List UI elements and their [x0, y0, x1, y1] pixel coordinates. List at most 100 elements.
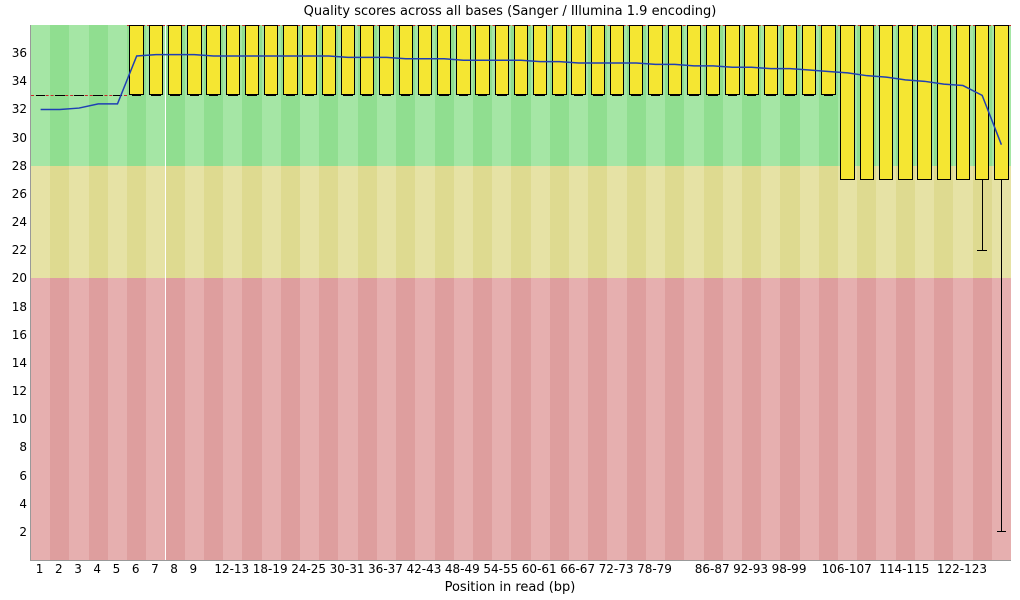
quality-box: [302, 25, 316, 95]
background-stripe: [185, 278, 204, 560]
background-stripe: [627, 278, 646, 560]
quality-box: [129, 25, 143, 95]
background-stripe: [973, 278, 992, 560]
background-stripe: [415, 166, 434, 279]
background-stripe: [242, 166, 261, 279]
background-stripe: [800, 166, 819, 279]
quality-box: [917, 25, 931, 180]
background-stripe: [742, 278, 761, 560]
x-tick-label: 6: [132, 562, 140, 576]
x-tick-label: 9: [190, 562, 198, 576]
x-tick-label: 30-31: [330, 562, 365, 576]
background-stripe: [838, 278, 857, 560]
background-stripe: [166, 166, 185, 279]
y-tick-label: 8: [3, 440, 27, 454]
y-tick-label: 20: [3, 271, 27, 285]
quality-box: [264, 25, 278, 95]
background-stripe: [435, 278, 454, 560]
background-stripe: [876, 166, 895, 279]
y-tick-label: 22: [3, 243, 27, 257]
background-stripe: [146, 278, 165, 560]
background-stripe: [857, 166, 876, 279]
background-stripe: [69, 278, 88, 560]
x-tick-label: 18-19: [253, 562, 288, 576]
background-stripe: [358, 166, 377, 279]
quality-box: [668, 25, 682, 95]
background-stripe: [934, 278, 953, 560]
background-stripe: [819, 278, 838, 560]
quality-box: [783, 25, 797, 95]
x-tick-label: 48-49: [445, 562, 480, 576]
y-tick-label: 14: [3, 356, 27, 370]
background-stripe: [89, 166, 108, 279]
background-stripe: [473, 166, 492, 279]
whisker-cap: [74, 95, 84, 96]
background-stripe: [588, 166, 607, 279]
y-tick-label: 34: [3, 74, 27, 88]
quality-box: [975, 25, 989, 180]
quality-box: [706, 25, 720, 95]
x-tick-label: 114-115: [879, 562, 929, 576]
background-stripe: [262, 166, 281, 279]
y-tick-label: 36: [3, 46, 27, 60]
background-stripe: [569, 278, 588, 560]
x-tick-label: 5: [113, 562, 121, 576]
background-stripe: [588, 278, 607, 560]
y-tick-label: 6: [3, 469, 27, 483]
quality-box: [360, 25, 374, 95]
background-stripe: [127, 166, 146, 279]
background-stripe: [50, 166, 69, 279]
chart-container: Quality scores across all bases (Sanger …: [0, 0, 1020, 600]
x-tick-label: 3: [74, 562, 82, 576]
background-stripe: [838, 166, 857, 279]
background-stripe: [415, 278, 434, 560]
whisker-cap: [93, 95, 103, 96]
quality-box: [956, 25, 970, 180]
whisker-cap: [36, 95, 46, 96]
background-stripe: [876, 278, 895, 560]
x-tick-label: 42-43: [406, 562, 441, 576]
y-tick-label: 16: [3, 328, 27, 342]
quality-box: [514, 25, 528, 95]
quality-box: [206, 25, 220, 95]
background-stripe: [473, 278, 492, 560]
background-stripe: [684, 278, 703, 560]
background-stripe: [31, 278, 50, 560]
y-tick-label: 12: [3, 384, 27, 398]
whisker-cap: [997, 531, 1007, 532]
background-stripe: [627, 166, 646, 279]
y-tick-label: 10: [3, 412, 27, 426]
x-tick-label: 1: [36, 562, 44, 576]
background-stripe: [31, 166, 50, 279]
y-tick-label: 4: [3, 497, 27, 511]
background-stripe: [896, 166, 915, 279]
y-tick-label: 26: [3, 187, 27, 201]
background-stripe: [723, 278, 742, 560]
quality-box: [840, 25, 854, 180]
x-tick-label: 60-61: [522, 562, 557, 576]
background-stripe: [89, 278, 108, 560]
background-stripe: [607, 166, 626, 279]
quality-box: [341, 25, 355, 95]
y-tick-label: 30: [3, 131, 27, 145]
x-tick-label: 86-87: [695, 562, 730, 576]
x-tick-label: 12-13: [214, 562, 249, 576]
quality-box: [898, 25, 912, 180]
background-stripe: [684, 166, 703, 279]
background-stripe: [665, 278, 684, 560]
quality-box: [495, 25, 509, 95]
x-tick-label: 36-37: [368, 562, 403, 576]
y-tick-label: 2: [3, 525, 27, 539]
background-stripe: [396, 166, 415, 279]
whisker-cap: [977, 250, 987, 251]
background-stripe: [780, 166, 799, 279]
background-stripe: [550, 166, 569, 279]
y-tick-label: 24: [3, 215, 27, 229]
x-tick-label: 78-79: [637, 562, 672, 576]
quality-box: [533, 25, 547, 95]
y-tick-label: 32: [3, 102, 27, 116]
x-tick-label: 7: [151, 562, 159, 576]
background-stripe: [742, 166, 761, 279]
quality-box: [687, 25, 701, 95]
quality-box: [879, 25, 893, 180]
